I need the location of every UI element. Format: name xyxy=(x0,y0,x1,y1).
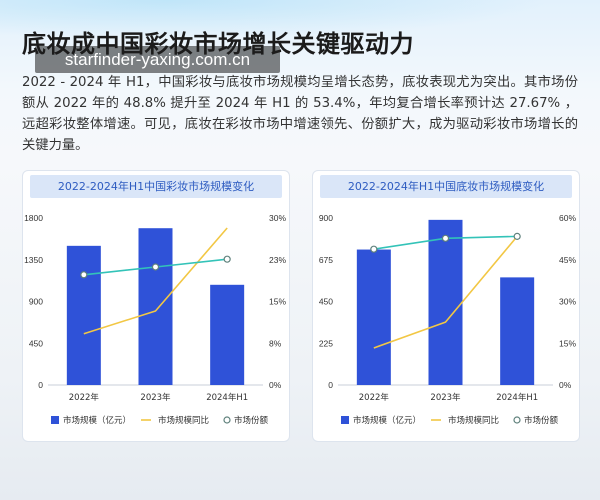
y-left-tick-label: 0 xyxy=(328,380,333,390)
x-tick-label: 2023年 xyxy=(430,392,461,403)
y-left-tick-label: 450 xyxy=(319,297,333,307)
y-right-tick-label: 15% xyxy=(269,297,286,307)
y-left-tick-label: 900 xyxy=(29,297,43,307)
yoy-growth-line xyxy=(373,235,518,349)
y-right-tick-label: 8% xyxy=(269,338,282,348)
legend-label: 市场规模同比 xyxy=(158,415,209,426)
legend-label: 市场份额 xyxy=(524,415,559,426)
bar xyxy=(66,245,101,385)
market-share-point xyxy=(223,255,231,263)
legend-label: 市场份额 xyxy=(234,415,269,426)
chart-card-makeup-market: 0 450 900 1350 1800 0% 8% 15% 23% 30% 2022年 2023年 20… xyxy=(22,170,290,442)
market-share-point xyxy=(80,271,88,279)
y-right-tick-label: 0% xyxy=(269,380,282,390)
y-left-tick-label: 675 xyxy=(319,255,333,265)
y-left-tick-label: 1800 xyxy=(24,213,43,223)
legend-label: 市场规模同比 xyxy=(448,415,499,426)
y-left-tick-label: 225 xyxy=(319,338,333,348)
bar xyxy=(210,284,245,385)
x-tick-label: 2022年 xyxy=(69,392,100,403)
y-right-tick-label: 60% xyxy=(559,213,576,223)
y-left-tick-label: 900 xyxy=(319,213,333,223)
market-share-point xyxy=(151,263,160,271)
y-left-tick-label: 1350 xyxy=(24,255,43,265)
bar xyxy=(428,219,463,385)
legend-swatch-marker xyxy=(513,416,521,424)
x-tick-label: 2024年H1 xyxy=(206,392,248,403)
y-right-tick-label: 30% xyxy=(269,213,286,223)
bar xyxy=(356,249,391,385)
legend-swatch-bar xyxy=(341,416,349,424)
x-tick-label: 2023年 xyxy=(140,392,171,403)
market-share-point xyxy=(513,232,521,240)
yoy-growth-line xyxy=(83,227,228,335)
y-right-tick-label: 30% xyxy=(559,297,576,307)
chart-title: 2022-2024年H1中国彩妆市场规模变化 xyxy=(30,175,282,198)
y-right-tick-label: 0% xyxy=(559,380,572,390)
bar xyxy=(500,277,535,385)
chart-title: 2022-2024年H1中国底妆市场规模变化 xyxy=(320,175,572,198)
market-share-point xyxy=(370,245,378,253)
legend-label: 市场规模（亿元） xyxy=(353,415,421,426)
x-tick-label: 2024年H1 xyxy=(496,392,538,403)
legend-swatch-marker xyxy=(223,416,231,424)
y-left-tick-label: 0 xyxy=(38,380,43,390)
bar xyxy=(138,228,173,385)
header-decoration xyxy=(0,0,600,44)
y-left-tick-label: 450 xyxy=(29,338,43,348)
y-right-tick-label: 15% xyxy=(559,338,576,348)
legend-swatch-bar xyxy=(51,416,59,424)
watermark: starfinder-yaxing.com.cn xyxy=(35,46,280,73)
y-right-tick-label: 45% xyxy=(559,255,576,265)
chart-makeup-market: 0 450 900 1350 1800 0% 8% 15% 23% 30% 2022年 2023年 20… xyxy=(24,213,286,426)
y-right-tick-label: 23% xyxy=(269,255,286,265)
market-share-point xyxy=(441,234,450,242)
summary-paragraph: 2022 - 2024 年 H1，中国彩妆与底妆市场规模均呈增长态势，底妆表现尤… xyxy=(22,75,578,153)
x-tick-label: 2022年 xyxy=(359,392,390,403)
legend-label: 市场规模（亿元） xyxy=(63,415,131,426)
chart-base-makeup-market: 0 225 450 675 900 0% 15% 30% 45% 60% 2022年 2023年 202… xyxy=(319,213,577,426)
chart-card-base-makeup-market: 0 225 450 675 900 0% 15% 30% 45% 60% 2022年 2023年 202… xyxy=(312,170,580,442)
